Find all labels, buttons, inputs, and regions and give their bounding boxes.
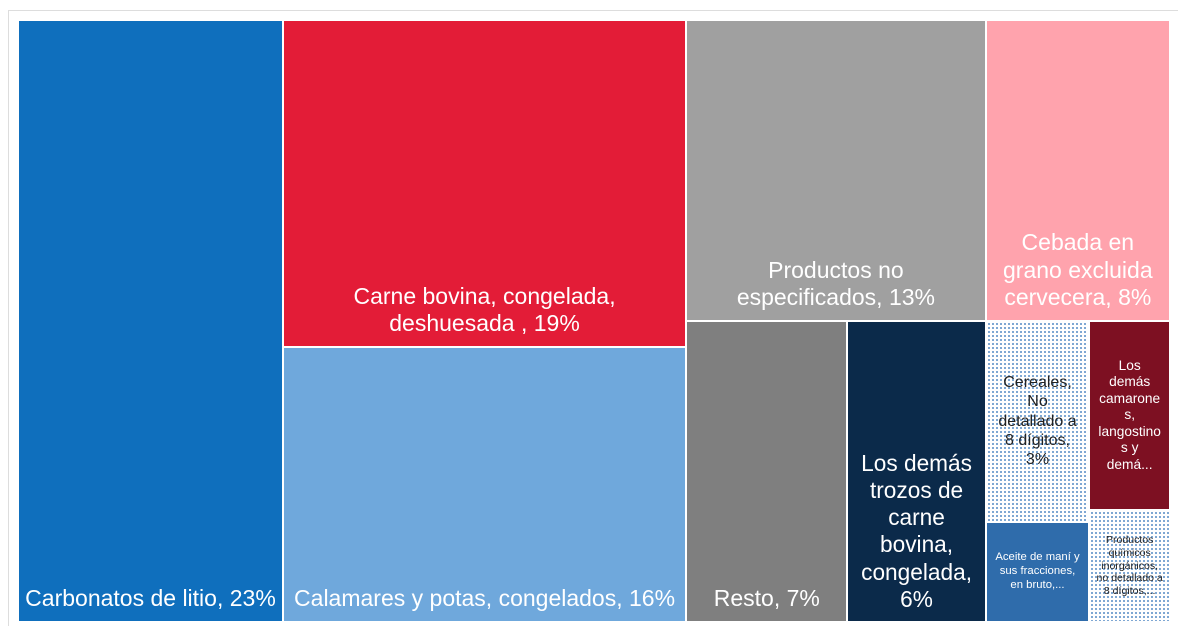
tile: Aceite de maní y sus fracciones, en brut… bbox=[985, 521, 1090, 622]
tile: Los demás trozos de carne bovina, congel… bbox=[847, 321, 986, 622]
tile: Cereales, No detallado a 8 dígitos, 3% bbox=[985, 321, 1090, 522]
tile: Los demás camarones, langostinos y demá.… bbox=[1089, 321, 1170, 511]
tile-label: Productos químicos inorgánicos, no detal… bbox=[1096, 534, 1163, 598]
tile: Calamares y potas, congelados, 16% bbox=[282, 346, 687, 622]
chart-frame bbox=[8, 10, 1178, 626]
tile-label: Productos no especificados, 13% bbox=[736, 256, 935, 311]
tile-label: Los demás camarones, langostinos y demá.… bbox=[1098, 358, 1161, 472]
tile: Resto, 7% bbox=[686, 321, 848, 622]
tile-label: Los demás trozos de carne bovina, congel… bbox=[861, 449, 972, 612]
tile: Cebada en grano excluida cervecera, 8% bbox=[985, 20, 1170, 321]
tile-label: Cebada en grano excluida cervecera, 8% bbox=[1003, 229, 1153, 311]
tile-label: Carne bovina, congelada, deshuesada , 19… bbox=[353, 282, 616, 337]
tile-label: Aceite de maní y sus fracciones, en brut… bbox=[995, 551, 1080, 591]
tile-label: Resto, 7% bbox=[713, 585, 820, 612]
tile-label: Carbonatos de litio, 23% bbox=[25, 585, 276, 612]
tile-label: Calamares y potas, congelados, 16% bbox=[294, 585, 676, 612]
treemap: Carbonatos de litio, 23% Carne bovina, co… bbox=[18, 20, 1170, 622]
tile: Productos no especificados, 13% bbox=[686, 20, 986, 321]
tile-label: Cereales, No detallado a 8 dígitos, 3% bbox=[998, 373, 1077, 469]
tile: Carne bovina, congelada, deshuesada , 19… bbox=[282, 20, 687, 347]
tile: Carbonatos de litio, 23% bbox=[18, 20, 283, 622]
tile: Productos químicos inorgánicos, no detal… bbox=[1089, 510, 1170, 622]
